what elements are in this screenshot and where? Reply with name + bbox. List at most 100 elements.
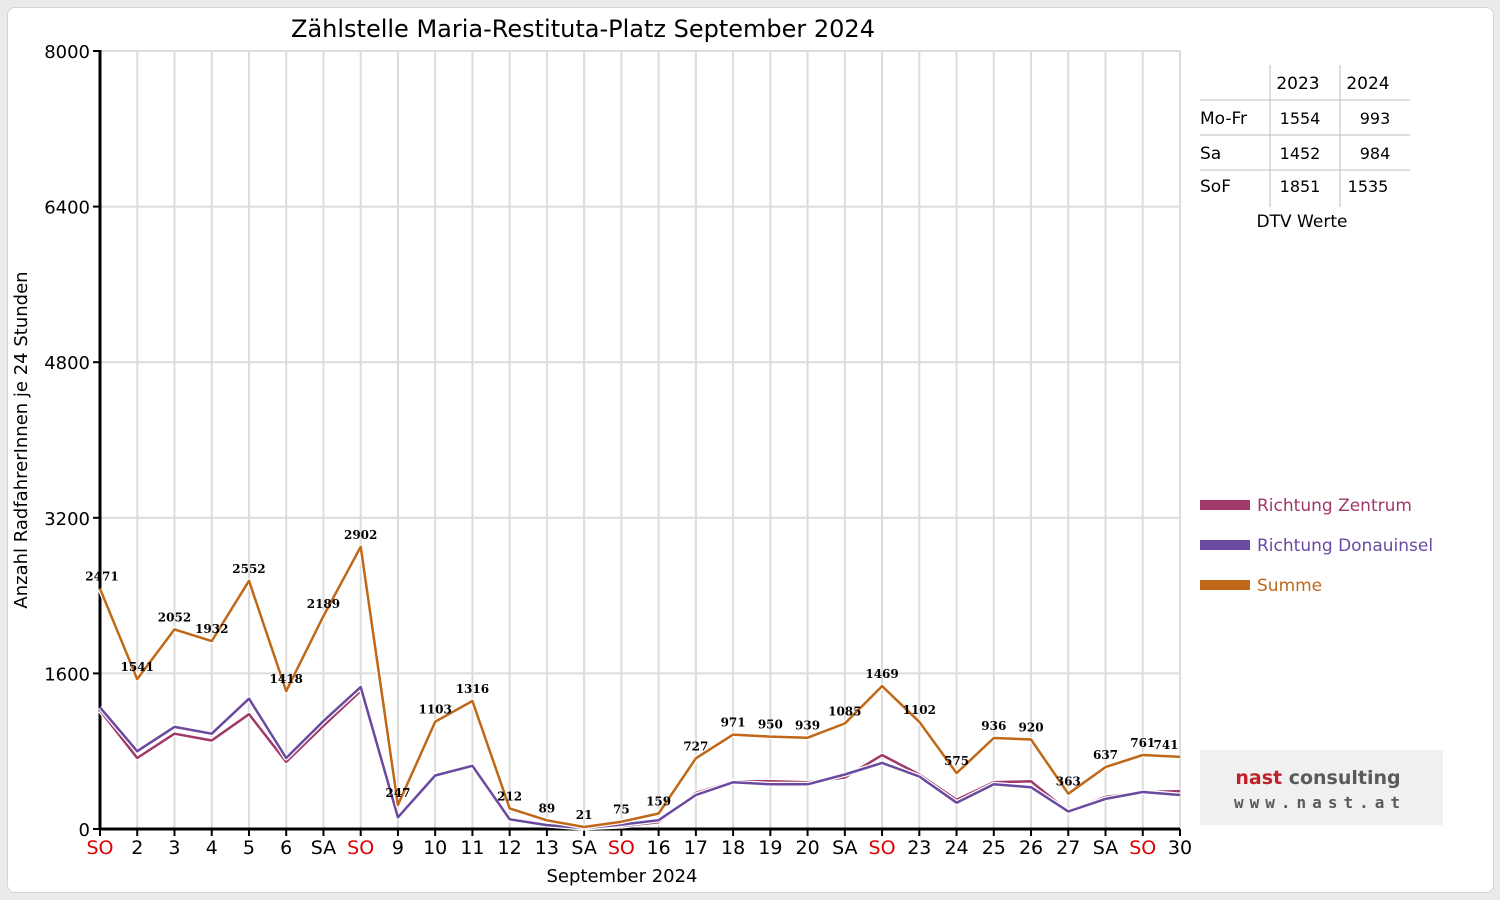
legend-swatch bbox=[1200, 540, 1250, 550]
x-tick-label: 26 bbox=[1019, 837, 1043, 859]
data-label: 637 bbox=[1093, 748, 1118, 762]
legend-swatch bbox=[1200, 500, 1250, 510]
x-tick-label: 20 bbox=[795, 837, 819, 859]
table-cell: 1851 bbox=[1280, 177, 1321, 196]
y-tick-label: 3200 bbox=[44, 509, 90, 530]
data-label: 920 bbox=[1019, 721, 1044, 735]
x-tick-label: 23 bbox=[907, 837, 931, 859]
data-label: 2552 bbox=[232, 562, 265, 576]
data-label: 971 bbox=[721, 716, 746, 730]
x-tick-label: SA bbox=[832, 837, 857, 859]
table-row-label: Mo-Fr bbox=[1200, 109, 1247, 129]
y-tick-label: 0 bbox=[79, 820, 90, 841]
logo-background bbox=[1200, 750, 1443, 825]
data-label: 727 bbox=[683, 739, 708, 753]
x-tick-label: SA bbox=[1093, 837, 1118, 859]
data-label: 21 bbox=[576, 808, 593, 822]
x-tick-label: 17 bbox=[684, 837, 708, 859]
chart-title: Zählstelle Maria-Restituta-Platz Septemb… bbox=[291, 15, 875, 43]
table-cell: 1452 bbox=[1280, 144, 1321, 163]
x-tick-label: 2 bbox=[131, 837, 143, 859]
logo: nast consulting www.nast.at bbox=[1200, 750, 1443, 825]
series-line-halo bbox=[98, 684, 1181, 831]
series-lines bbox=[97, 544, 1181, 831]
legend-label: Summe bbox=[1257, 576, 1322, 596]
logo-name: nast consulting bbox=[1235, 767, 1400, 789]
x-tick-label: SA bbox=[571, 837, 596, 859]
data-label: 575 bbox=[944, 754, 969, 768]
x-tick-label: 19 bbox=[758, 837, 782, 859]
legend-label: Richtung Donauinsel bbox=[1257, 536, 1433, 556]
data-label: 89 bbox=[539, 801, 556, 815]
data-label: 2471 bbox=[85, 570, 118, 584]
x-tick-label: 11 bbox=[460, 837, 484, 859]
x-tick-label: 27 bbox=[1056, 837, 1080, 859]
x-axis-label: September 2024 bbox=[546, 866, 697, 887]
data-label: 936 bbox=[981, 719, 1006, 733]
x-tick-label: 6 bbox=[280, 837, 292, 859]
grid-lines bbox=[100, 50, 1181, 829]
x-tick-label: SO bbox=[347, 837, 374, 859]
series-line-1 bbox=[99, 689, 1181, 830]
x-tick-label: 24 bbox=[944, 837, 968, 859]
data-label: 2902 bbox=[344, 528, 377, 542]
x-tick-label: 9 bbox=[392, 837, 404, 859]
data-label: 741 bbox=[1153, 738, 1178, 752]
data-label: 1085 bbox=[828, 704, 861, 718]
data-label: 1932 bbox=[195, 622, 228, 636]
x-tick-label: SA bbox=[311, 837, 336, 859]
table-cell: 1535 bbox=[1348, 177, 1389, 196]
x-tick-label: 16 bbox=[647, 837, 671, 859]
x-tick-label: SO bbox=[1129, 837, 1156, 859]
table-cell: 984 bbox=[1360, 144, 1391, 163]
data-label: 1103 bbox=[418, 703, 451, 717]
data-label: 212 bbox=[497, 789, 522, 803]
data-label: 1102 bbox=[903, 703, 936, 717]
y-axis-label: Anzahl RadfahrerInnen je 24 Stunden bbox=[11, 271, 32, 608]
x-tick-label: 25 bbox=[982, 837, 1006, 859]
table-caption: DTV Werte bbox=[1257, 212, 1348, 232]
data-labels: 2471154120521932255214182189290224711031… bbox=[85, 528, 1178, 822]
data-label: 950 bbox=[758, 718, 783, 732]
logo-url: www.nast.at bbox=[1234, 793, 1406, 812]
y-tick-label: 8000 bbox=[44, 42, 90, 63]
data-label: 2189 bbox=[307, 597, 340, 611]
data-label: 939 bbox=[795, 719, 820, 733]
legend: Richtung Zentrum Richtung Donauinsel Summe bbox=[1200, 496, 1433, 596]
x-tick-label: 4 bbox=[206, 837, 218, 859]
data-label: 247 bbox=[385, 786, 410, 800]
table-cell: 993 bbox=[1360, 109, 1391, 128]
chart-frame bbox=[7, 7, 1494, 893]
data-label: 1316 bbox=[456, 682, 489, 696]
data-label: 2052 bbox=[158, 610, 191, 624]
data-label: 1418 bbox=[270, 672, 303, 686]
table-header-2024: 2024 bbox=[1346, 74, 1389, 94]
legend-swatch bbox=[1200, 580, 1250, 590]
table-row-label: Sa bbox=[1200, 144, 1221, 164]
x-tick-labels: SO 2 3 4 5 6 SA SO 9 10 11 12 13 SA SO 16 17 18 19 20 SA SO 2 3… bbox=[86, 837, 1192, 859]
x-tick-label: 18 bbox=[721, 837, 745, 859]
y-tick-label: 1600 bbox=[44, 664, 90, 685]
x-tick-label: 13 bbox=[535, 837, 559, 859]
table-cell: 1554 bbox=[1280, 109, 1321, 128]
y-tick-labels: 0 1600 3200 4800 6400 8000 bbox=[44, 42, 90, 841]
x-tick-label: SO bbox=[608, 837, 635, 859]
y-tick-label: 4800 bbox=[44, 353, 90, 374]
x-tick-label: SO bbox=[869, 837, 896, 859]
data-label: 159 bbox=[646, 795, 671, 809]
y-tick-label: 6400 bbox=[44, 198, 90, 219]
data-label: 761 bbox=[1130, 736, 1155, 750]
x-tick-label: 5 bbox=[243, 837, 255, 859]
data-label: 363 bbox=[1056, 775, 1081, 789]
x-tick-label: 30 bbox=[1168, 837, 1192, 859]
data-label: 75 bbox=[613, 803, 630, 817]
table-header-2023: 2023 bbox=[1276, 74, 1319, 94]
series-line-halo bbox=[98, 688, 1181, 831]
legend-label: Richtung Zentrum bbox=[1257, 496, 1412, 516]
axes bbox=[93, 50, 1181, 836]
dtv-table: 2023 2024 Mo-Fr 1554 993 Sa 1452 984 SoF… bbox=[1200, 65, 1410, 232]
x-tick-label: 10 bbox=[423, 837, 447, 859]
table-row-label: SoF bbox=[1200, 177, 1231, 197]
x-tick-label: 12 bbox=[498, 837, 522, 859]
